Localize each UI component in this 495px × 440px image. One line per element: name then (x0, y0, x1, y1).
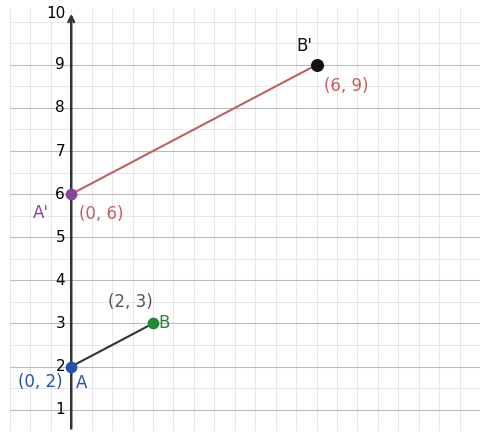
Text: 3: 3 (55, 316, 65, 331)
Text: (2, 3): (2, 3) (108, 293, 153, 312)
Text: B: B (158, 315, 169, 333)
Text: 2: 2 (55, 359, 65, 374)
Text: 7: 7 (55, 143, 65, 158)
Text: A': A' (33, 204, 49, 222)
Text: 8: 8 (55, 100, 65, 115)
Text: 4: 4 (55, 273, 65, 288)
Point (149, 320, 157, 327)
Text: 1: 1 (55, 402, 65, 417)
Text: 6: 6 (55, 187, 65, 202)
Text: A: A (76, 374, 88, 392)
Text: (6, 9): (6, 9) (324, 77, 368, 95)
Text: 9: 9 (55, 57, 65, 72)
Text: 5: 5 (55, 230, 65, 245)
Text: B': B' (297, 37, 312, 55)
Point (313, 61, 321, 68)
Text: (0, 2): (0, 2) (18, 373, 63, 391)
Text: (0, 6): (0, 6) (79, 205, 123, 223)
Point (67, 191, 75, 198)
Point (67, 363, 75, 370)
Text: 10: 10 (46, 6, 65, 21)
